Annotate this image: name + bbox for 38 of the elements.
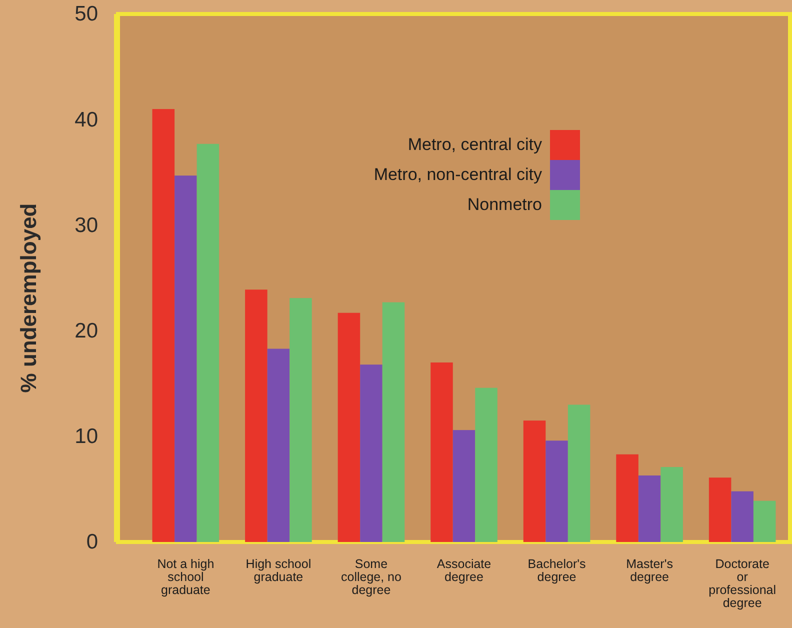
bar	[290, 298, 312, 542]
bar	[660, 467, 683, 542]
y-tick-label: 50	[74, 2, 98, 26]
bar	[267, 348, 290, 542]
bar	[568, 404, 590, 542]
legend-label: Nonmetro	[467, 195, 542, 214]
bar	[245, 290, 268, 542]
bar	[152, 109, 175, 542]
x-tick-label: Associate degree	[436, 557, 492, 584]
x-tick-label: Not a high school graduate	[157, 557, 214, 597]
y-tick-label: 10	[74, 425, 98, 448]
bar	[546, 440, 568, 542]
bar	[174, 176, 197, 542]
bar	[360, 364, 382, 542]
y-axis-title: % underemployed	[16, 203, 41, 393]
bar	[382, 302, 405, 542]
bar	[638, 475, 661, 542]
bar	[475, 388, 498, 542]
x-tick-label: Master's degree	[626, 557, 673, 584]
y-tick-label: 40	[74, 108, 98, 132]
bar	[753, 500, 776, 542]
x-tick-label: Bachelor's degree	[528, 557, 586, 584]
bar	[708, 478, 732, 542]
x-tick-label: Some college, no degree	[340, 557, 402, 597]
y-tick-label: 30	[74, 214, 98, 237]
bar	[196, 144, 220, 542]
x-tick-label: High school graduate	[246, 557, 312, 584]
legend-label: Metro, non-central city	[374, 165, 542, 184]
bar	[338, 312, 360, 542]
y-tick-label: 20	[74, 320, 98, 343]
y-tick-label: 0	[86, 530, 98, 554]
bar	[523, 420, 546, 542]
bar	[452, 430, 476, 542]
bar	[731, 491, 754, 542]
x-tick-label: Doctorate or professional degree	[708, 557, 776, 610]
bar	[616, 454, 638, 542]
bar	[430, 362, 453, 542]
legend-label: Metro, central city	[408, 135, 542, 154]
